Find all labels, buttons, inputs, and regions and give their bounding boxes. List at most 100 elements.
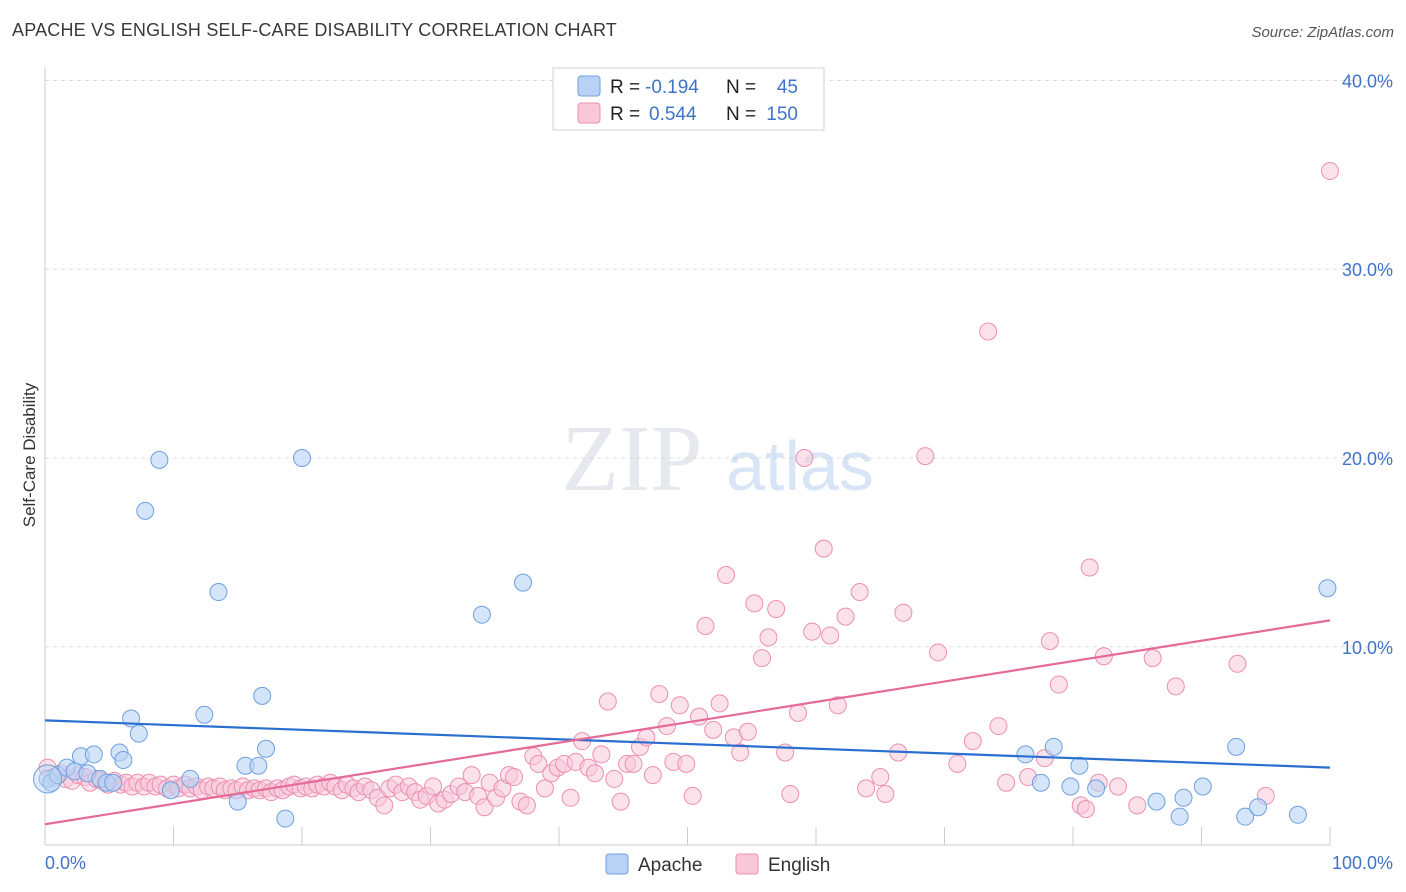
english-point-101: [650, 684, 669, 703]
grid: [45, 79, 1392, 648]
apache-point-41: [1236, 807, 1255, 826]
apache-point-44: [1318, 579, 1337, 598]
apache-point-14: [129, 724, 148, 743]
legend-apache-r-label: R =: [610, 77, 640, 98]
y-tick-label-2: 30.0%: [1342, 260, 1393, 280]
apache-point-large: [33, 764, 63, 794]
english-point-150: [1108, 777, 1127, 796]
english-point-137: [963, 732, 982, 751]
english-point-156: [1321, 162, 1339, 181]
english-point-152: [1143, 649, 1162, 668]
axes: [44, 67, 1331, 846]
english-point-105: [677, 754, 696, 773]
english-point-154: [1228, 654, 1247, 673]
english-point-83: [535, 779, 554, 798]
english-point-116: [753, 649, 772, 668]
apache-point-32: [1044, 737, 1063, 756]
x-tick-label-0: 0.0%: [45, 853, 86, 873]
english-point-92: [592, 745, 611, 764]
english-point-121: [789, 703, 808, 722]
english-point-127: [836, 607, 855, 626]
apache-point-20: [209, 583, 228, 602]
english-points: [38, 162, 1339, 819]
apache-point-42: [1249, 798, 1268, 817]
legend-item-apache: Apache: [638, 855, 702, 876]
apache-trend-line: [44, 719, 1331, 769]
english-point-104: [670, 696, 689, 715]
legend-item-apache-swatch: [605, 853, 629, 875]
english-point-65: [424, 777, 443, 796]
english-point-100: [643, 766, 662, 785]
watermark: ZIP atlas: [562, 407, 874, 511]
english-point-117: [759, 628, 778, 647]
apache-point-31: [1031, 773, 1050, 792]
x-tick-label-1: 100.0%: [1332, 853, 1393, 873]
legend-apache-r-value: -0.194: [645, 77, 699, 98]
series-legend: Apache English: [605, 853, 830, 876]
y-tick-label-0: 10.0%: [1342, 638, 1393, 658]
apache-point-28: [472, 605, 491, 624]
apache-point-16: [150, 450, 169, 469]
english-point-126: [828, 696, 847, 715]
english-point-153: [1166, 677, 1185, 696]
english-point-87: [561, 788, 580, 807]
english-trend-line: [44, 619, 1331, 826]
english-point-124: [814, 539, 833, 558]
english-point-78: [505, 768, 524, 787]
apache-point-36: [1147, 792, 1166, 811]
english-point-144: [1049, 675, 1068, 694]
apache-point-19: [195, 705, 214, 724]
y-tick-labels: 10.0% 20.0% 30.0% 40.0%: [1342, 71, 1393, 657]
english-point-131: [876, 785, 895, 804]
legend-english-r-value: 0.544: [649, 104, 697, 125]
apache-point-15: [136, 501, 155, 520]
english-point-128: [850, 583, 869, 602]
english-point-135: [929, 643, 948, 662]
english-point-97: [624, 754, 643, 773]
legend-item-english-swatch: [735, 853, 759, 875]
apache-point-17: [161, 781, 180, 800]
english-point-120: [781, 785, 800, 804]
english-point-146: [1076, 800, 1095, 819]
source-label: Source: ZipAtlas.com: [1251, 24, 1394, 41]
english-point-122: [795, 449, 814, 467]
english-point-80: [517, 796, 536, 815]
y-tick-label-3: 40.0%: [1342, 71, 1393, 91]
english-point-71: [462, 766, 481, 785]
english-point-118: [767, 600, 786, 619]
apache-point-35: [1087, 779, 1106, 798]
y-axis-label: Self-Care Disability: [20, 382, 39, 527]
english-point-107: [690, 707, 709, 726]
english-point-123: [803, 622, 822, 641]
apache-point-38: [1174, 788, 1193, 807]
english-point-111: [717, 566, 736, 585]
apache-point-26: [276, 809, 295, 828]
english-point-57: [375, 796, 394, 815]
apache-point-27: [293, 449, 311, 467]
legend-apache-n-label: N =: [726, 77, 756, 98]
english-point-82: [529, 754, 548, 773]
legend-english-n-label: N =: [726, 104, 756, 125]
legend-english-swatch: [577, 102, 601, 124]
english-point-114: [738, 722, 757, 741]
english-point-106: [683, 786, 702, 805]
english-point-115: [745, 594, 764, 613]
english-point-143: [1040, 632, 1059, 651]
english-point-134: [916, 447, 935, 466]
english-point-125: [821, 626, 840, 645]
apache-point-33: [1061, 777, 1080, 796]
english-point-109: [704, 720, 723, 739]
legend-apache-n-value: 45: [777, 77, 798, 98]
english-point-138: [979, 322, 998, 341]
english-point-95: [611, 792, 630, 811]
apache-point-40: [1227, 737, 1246, 756]
english-point-140: [997, 773, 1016, 792]
apache-point-39: [1193, 777, 1212, 796]
english-point-110: [710, 694, 729, 713]
english-point-129: [857, 779, 876, 798]
english-point-130: [871, 768, 890, 787]
apache-point-25: [257, 739, 276, 758]
english-point-94: [605, 769, 624, 788]
apache-point-37: [1170, 807, 1189, 826]
